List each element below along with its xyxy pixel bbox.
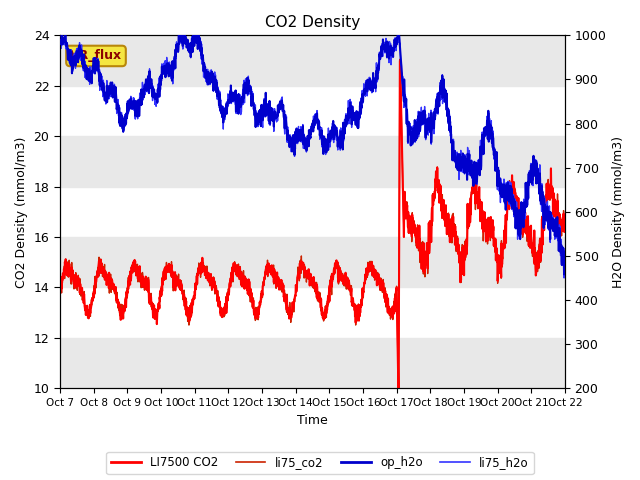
Y-axis label: H2O Density (mmol/m3): H2O Density (mmol/m3) bbox=[612, 136, 625, 288]
X-axis label: Time: Time bbox=[297, 414, 328, 427]
Bar bbox=[60, 338, 565, 388]
Y-axis label: CO2 Density (mmol/m3): CO2 Density (mmol/m3) bbox=[15, 136, 28, 288]
Title: CO2 Density: CO2 Density bbox=[265, 15, 360, 30]
Bar bbox=[60, 237, 565, 288]
Legend: LI7500 CO2, li75_co2, op_h2o, li75_h2o: LI7500 CO2, li75_co2, op_h2o, li75_h2o bbox=[106, 452, 534, 474]
Bar bbox=[60, 136, 565, 187]
Bar bbox=[60, 36, 565, 86]
Text: VR_flux: VR_flux bbox=[70, 49, 122, 62]
